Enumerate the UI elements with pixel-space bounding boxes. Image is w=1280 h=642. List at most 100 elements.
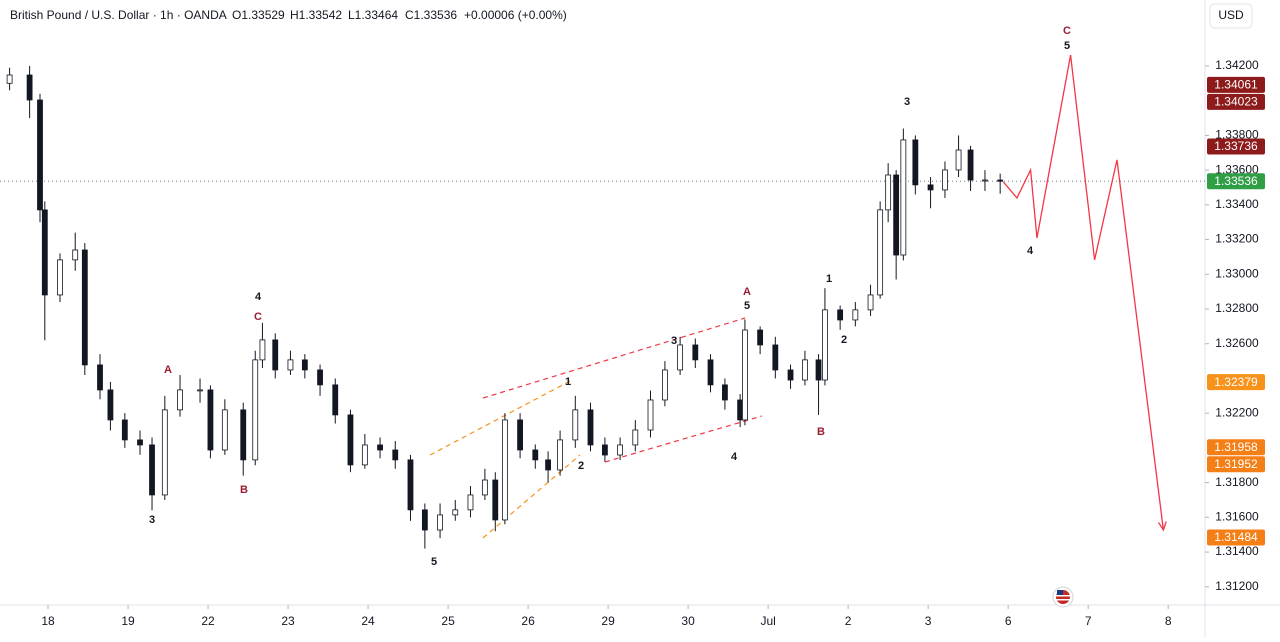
price-badge-label: 1.34061 (1214, 78, 1258, 92)
x-tick-label: 8 (1165, 614, 1172, 628)
candle-body (532, 449, 539, 461)
price-badge (1207, 456, 1265, 473)
candle-body (317, 369, 323, 386)
candle-body (617, 444, 624, 456)
price-badge (1207, 93, 1265, 110)
y-tick-label: 1.31400 (1215, 544, 1259, 558)
candle-body (492, 479, 499, 521)
currency-button-box[interactable] (1209, 3, 1253, 29)
candle-body (772, 344, 779, 371)
wave-label: C (254, 311, 262, 323)
price-badge (1207, 76, 1265, 93)
candle-body (467, 494, 474, 511)
currency-button[interactable]: USD (1209, 3, 1253, 29)
wave-label: B (240, 484, 248, 496)
candle-body (900, 139, 907, 256)
candle-body (72, 249, 79, 261)
price-badge (1207, 138, 1265, 155)
x-tick-label: 18 (41, 614, 55, 628)
candle-body (161, 409, 168, 496)
candle-body (97, 364, 103, 391)
wave-label: C (1063, 25, 1071, 37)
channel-line (482, 317, 746, 399)
candle-body (602, 444, 608, 456)
wave-label: 5 (431, 556, 437, 568)
x-tick-label: Jul (760, 614, 775, 628)
candle-body (37, 99, 43, 211)
candle-body (252, 359, 259, 461)
flag-canton[interactable] (1057, 590, 1063, 595)
projection-arrowhead (1157, 521, 1167, 532)
candle-body (452, 509, 459, 516)
candle-body (347, 414, 354, 466)
y-tick-label: 1.33000 (1215, 266, 1259, 280)
candle-body (982, 179, 988, 182)
candle-body (137, 439, 143, 446)
candle-body (240, 409, 247, 461)
candle-body (207, 389, 214, 451)
y-tick-label: 1.32200 (1215, 405, 1259, 419)
candle-body (885, 174, 892, 211)
wave-label: 2 (841, 334, 847, 346)
y-tick-label: 1.32600 (1215, 336, 1259, 350)
y-tick-label: 1.33200 (1215, 232, 1259, 246)
wave-label: A (164, 364, 172, 376)
x-tick-label: 29 (601, 614, 615, 628)
x-tick-label: 22 (201, 614, 215, 628)
wave-label: 4 (1027, 245, 1034, 257)
y-tick-label: 1.34200 (1215, 58, 1259, 72)
wave-label: 3 (904, 96, 910, 108)
symbol: British Pound / U.S. Dollar · 1h · OANDA (10, 8, 227, 22)
wave-label: 1 (565, 376, 571, 388)
wave-label: 3 (671, 335, 677, 347)
wave-label: 2 (578, 460, 584, 472)
candle-body (26, 74, 33, 101)
flag-icon[interactable] (1052, 586, 1074, 608)
candles (6, 65, 1004, 549)
candle-body (377, 444, 383, 451)
x-tick-label: 30 (681, 614, 695, 628)
wave-label: 5 (1064, 40, 1070, 52)
ohlc-high: H1.33542 (290, 8, 342, 22)
candle-body (742, 329, 748, 421)
x-tick-label: 24 (361, 614, 375, 628)
candle-body (301, 359, 308, 371)
price-badge-label: 1.34023 (1214, 95, 1258, 109)
price-badge-label: 1.33536 (1214, 174, 1258, 188)
candle-body (662, 369, 668, 401)
candle-body (287, 359, 294, 371)
flag-stripe[interactable] (1056, 595, 1070, 597)
channel-line (482, 454, 581, 539)
candle-body (6, 74, 13, 84)
candle-body (501, 419, 508, 521)
x-tick-label: 26 (521, 614, 535, 628)
currency-label[interactable]: USD (1218, 8, 1244, 22)
wave-label: A (743, 286, 751, 298)
candle-body (81, 249, 88, 366)
price-badge-label: 1.31958 (1214, 440, 1258, 454)
candle-body (802, 359, 808, 381)
wave-label: 5 (744, 300, 750, 312)
candle-body (867, 294, 874, 311)
candle-body (437, 514, 443, 531)
candle-body (815, 359, 822, 381)
candle-body (259, 339, 266, 361)
x-tick-label: 6 (1005, 614, 1012, 628)
price-badge (1207, 374, 1265, 391)
x-tick-label: 3 (925, 614, 932, 628)
wave-label: 4 (731, 451, 738, 463)
channels (429, 317, 763, 539)
flag-stripe[interactable] (1056, 599, 1070, 601)
wave-label: 3 (149, 514, 155, 526)
x-tick-label: 2 (845, 614, 852, 628)
candle-body (517, 419, 523, 451)
y-tick-label: 1.31800 (1215, 475, 1259, 489)
candle-body (967, 149, 974, 181)
candle-body (877, 209, 884, 296)
y-tick-label: 1.33800 (1215, 128, 1259, 142)
candle-body (545, 459, 551, 471)
candle-body (737, 399, 744, 421)
price-badge (1207, 173, 1265, 190)
candle-body (57, 259, 63, 296)
